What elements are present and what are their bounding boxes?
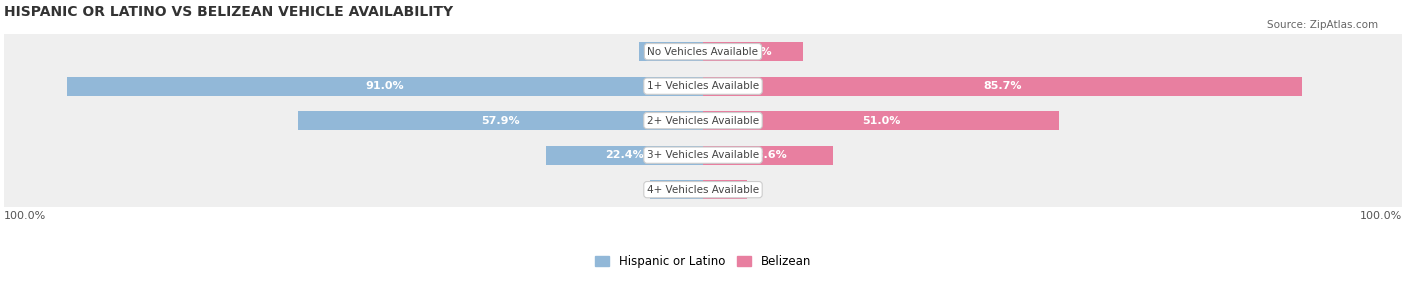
Text: Source: ZipAtlas.com: Source: ZipAtlas.com xyxy=(1267,20,1378,30)
Bar xyxy=(703,180,747,199)
Bar xyxy=(703,146,832,165)
Bar xyxy=(640,42,703,61)
Text: 9.1%: 9.1% xyxy=(655,47,686,57)
Bar xyxy=(4,104,1402,138)
Bar xyxy=(67,77,703,96)
Bar xyxy=(4,138,1402,172)
Text: 57.9%: 57.9% xyxy=(481,116,520,126)
Bar xyxy=(4,34,1402,69)
Text: 14.3%: 14.3% xyxy=(734,47,772,57)
Text: 91.0%: 91.0% xyxy=(366,81,405,91)
Bar xyxy=(650,180,703,199)
Text: 2+ Vehicles Available: 2+ Vehicles Available xyxy=(647,116,759,126)
Text: 6.3%: 6.3% xyxy=(710,185,741,195)
Bar xyxy=(4,172,1402,207)
Text: 51.0%: 51.0% xyxy=(862,116,900,126)
Bar xyxy=(703,77,1302,96)
Text: 3+ Vehicles Available: 3+ Vehicles Available xyxy=(647,150,759,160)
Bar xyxy=(298,111,703,130)
Text: 22.4%: 22.4% xyxy=(606,150,644,160)
Text: 1+ Vehicles Available: 1+ Vehicles Available xyxy=(647,81,759,91)
Text: 100.0%: 100.0% xyxy=(1360,210,1402,221)
Text: 100.0%: 100.0% xyxy=(4,210,46,221)
Bar xyxy=(547,146,703,165)
Legend: Hispanic or Latino, Belizean: Hispanic or Latino, Belizean xyxy=(591,251,815,273)
Bar xyxy=(703,111,1059,130)
Text: 85.7%: 85.7% xyxy=(983,81,1022,91)
Text: No Vehicles Available: No Vehicles Available xyxy=(648,47,758,57)
Text: 7.6%: 7.6% xyxy=(661,185,692,195)
Bar xyxy=(4,69,1402,104)
Text: HISPANIC OR LATINO VS BELIZEAN VEHICLE AVAILABILITY: HISPANIC OR LATINO VS BELIZEAN VEHICLE A… xyxy=(4,5,453,19)
Text: 4+ Vehicles Available: 4+ Vehicles Available xyxy=(647,185,759,195)
Bar xyxy=(703,42,803,61)
Text: 18.6%: 18.6% xyxy=(748,150,787,160)
